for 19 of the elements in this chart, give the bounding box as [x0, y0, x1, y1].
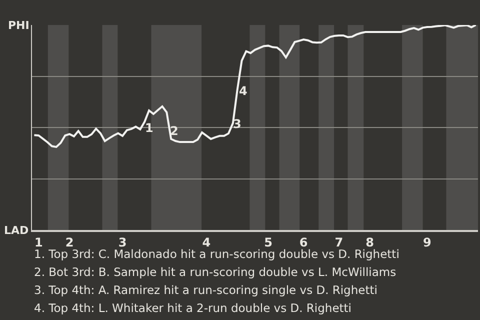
- x-tick-label: 2: [65, 235, 74, 250]
- text: PHI: [8, 19, 30, 32]
- x-tick-label: 6: [299, 235, 308, 250]
- annotation: 2: [170, 124, 178, 138]
- text: 3. Top 4th: A. Ramirez hit a run-scoring single vs D. Righetti: [34, 283, 378, 297]
- annotation: 3: [233, 117, 242, 131]
- x-tick-label: 5: [264, 235, 272, 250]
- x-tick-label: 3: [118, 235, 127, 250]
- x-tick-label: 7: [334, 235, 344, 250]
- annotation: 4: [239, 84, 248, 98]
- text: 1. Top 3rd: C. Maldonado hit a run-scoring double vs D. Righetti: [34, 247, 400, 261]
- x-tick-label: 4: [202, 235, 211, 250]
- x-tick-label: 1: [34, 235, 43, 250]
- annotation: 1: [145, 121, 154, 135]
- text: 4. Top 4th: L. Whitaker hit a 2-run double vs D. Righetti: [34, 301, 352, 315]
- text: 2. Bot 3rd: B. Sample hit a run-scoring double vs L. McWilliams: [34, 265, 396, 279]
- x-tick-label: 8: [366, 235, 374, 250]
- text: LAD: [4, 224, 29, 237]
- x-tick-label: 9: [423, 235, 432, 250]
